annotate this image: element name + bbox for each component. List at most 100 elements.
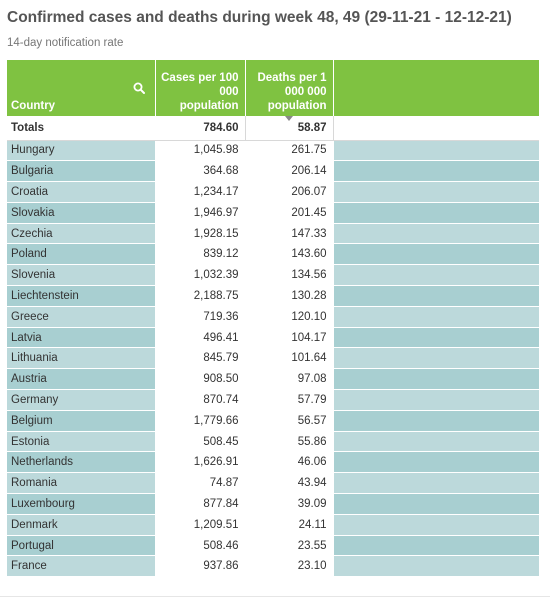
cell-cases: 1,626.91: [155, 451, 246, 474]
cell-empty: [333, 306, 539, 328]
cell-country: Croatia: [7, 181, 156, 203]
cell-country: Poland: [7, 243, 156, 266]
chart-title: Confirmed cases and deaths during week 4…: [7, 9, 512, 26]
table-row: Denmark 1,209.51 24.11: [7, 514, 539, 536]
cell-country: Portugal: [7, 535, 156, 557]
cell-deaths: 143.60: [245, 243, 334, 266]
table-row: Croatia 1,234.17 206.07: [7, 181, 539, 203]
cell-cases: 1,946.97: [155, 202, 246, 224]
cell-country: Latvia: [7, 327, 156, 349]
table-row: Lithuania 845.79 101.64: [7, 347, 539, 370]
cell-cases: 1,779.66: [155, 410, 246, 432]
cell-country: Estonia: [7, 431, 156, 453]
column-header-deaths[interactable]: Deaths per 1 000 000 population: [245, 60, 334, 121]
cell-empty: [333, 264, 539, 287]
cell-empty: [333, 140, 539, 162]
cell-country: Romania: [7, 472, 156, 495]
cell-deaths: 104.17: [245, 327, 334, 349]
cell-cases: 508.45: [155, 431, 246, 453]
cell-country: France: [7, 555, 156, 578]
sort-descending-icon: [285, 116, 293, 121]
cell-empty: [333, 493, 539, 515]
column-header-empty: [333, 60, 539, 116]
cell-country: Luxembourg: [7, 493, 156, 515]
cell-country: Germany: [7, 389, 156, 411]
cell-deaths: 43.94: [245, 472, 334, 495]
cell-empty: [333, 389, 539, 411]
data-table: Country Cases per 100 000 population Dea…: [7, 60, 539, 578]
table-row: France 937.86 23.10: [7, 555, 539, 578]
cell-empty: [333, 451, 539, 474]
cell-deaths: 206.07: [245, 181, 334, 203]
table-row: Slovenia 1,032.39 134.56: [7, 264, 539, 287]
cell-country: Denmark: [7, 514, 156, 536]
cell-deaths: 39.09: [245, 493, 334, 515]
cell-deaths: 46.06: [245, 451, 334, 474]
cell-deaths: 130.28: [245, 285, 334, 307]
cell-country: Hungary: [7, 140, 156, 162]
cell-cases: 74.87: [155, 472, 246, 495]
cell-cases: 1,928.15: [155, 223, 246, 245]
cell-deaths: 147.33: [245, 223, 334, 245]
column-header-cases[interactable]: Cases per 100 000 population: [155, 60, 246, 116]
table-row: Liechtenstein 2,188.75 130.28: [7, 285, 539, 307]
cell-empty: [333, 410, 539, 432]
totals-empty: [333, 116, 539, 141]
table-row: Czechia 1,928.15 147.33: [7, 223, 539, 245]
table-row: Netherlands 1,626.91 46.06: [7, 451, 539, 474]
cell-country: Slovenia: [7, 264, 156, 287]
column-header-label: Deaths per 1 000 000 population: [257, 72, 327, 112]
cell-cases: 496.41: [155, 327, 246, 349]
cell-deaths: 201.45: [245, 202, 334, 224]
cell-deaths: 23.10: [245, 555, 334, 578]
cell-empty: [333, 327, 539, 349]
table-row: Portugal 508.46 23.55: [7, 535, 539, 557]
table-row: Luxembourg 877.84 39.09: [7, 493, 539, 515]
cell-cases: 364.68: [155, 160, 246, 183]
cell-deaths: 24.11: [245, 514, 334, 536]
cell-deaths: 120.10: [245, 306, 334, 328]
cell-empty: [333, 181, 539, 203]
data-table-container[interactable]: Country Cases per 100 000 population Dea…: [7, 60, 539, 580]
totals-cases: 784.60: [155, 116, 246, 141]
cell-deaths: 206.14: [245, 160, 334, 183]
table-row: Austria 908.50 97.08: [7, 368, 539, 391]
cell-country: Belgium: [7, 410, 156, 432]
cell-deaths: 57.79: [245, 389, 334, 411]
cell-country: Bulgaria: [7, 160, 156, 183]
totals-row: Totals 784.60 58.87: [7, 116, 539, 141]
cell-country: Liechtenstein: [7, 285, 156, 307]
cell-cases: 1,045.98: [155, 140, 246, 162]
cell-cases: 1,032.39: [155, 264, 246, 287]
cell-cases: 845.79: [155, 347, 246, 370]
cell-country: Czechia: [7, 223, 156, 245]
cell-deaths: 97.08: [245, 368, 334, 391]
cell-cases: 908.50: [155, 368, 246, 391]
table-row: Germany 870.74 57.79: [7, 389, 539, 411]
column-header-label: Cases per 100 000 population: [161, 72, 239, 112]
cell-cases: 877.84: [155, 493, 246, 515]
cell-empty: [333, 472, 539, 495]
cell-empty: [333, 243, 539, 266]
cell-cases: 937.86: [155, 555, 246, 578]
cell-country: Netherlands: [7, 451, 156, 474]
cell-country: Lithuania: [7, 347, 156, 370]
cell-empty: [333, 223, 539, 245]
cell-cases: 870.74: [155, 389, 246, 411]
bottom-divider: [0, 596, 550, 597]
cell-cases: 719.36: [155, 306, 246, 328]
cell-cases: 839.12: [155, 243, 246, 266]
search-icon[interactable]: [133, 82, 145, 94]
cell-empty: [333, 285, 539, 307]
cell-empty: [333, 535, 539, 557]
cell-country: Austria: [7, 368, 156, 391]
table-row: Romania 74.87 43.94: [7, 472, 539, 495]
cell-deaths: 134.56: [245, 264, 334, 287]
column-header-label: Country: [11, 100, 56, 112]
table-row: Belgium 1,779.66 56.57: [7, 410, 539, 432]
table-row: Slovakia 1,946.97 201.45: [7, 202, 539, 224]
table-row: Bulgaria 364.68 206.14: [7, 160, 539, 183]
column-header-country[interactable]: Country: [7, 60, 156, 116]
cell-deaths: 261.75: [245, 140, 334, 162]
cell-empty: [333, 202, 539, 224]
